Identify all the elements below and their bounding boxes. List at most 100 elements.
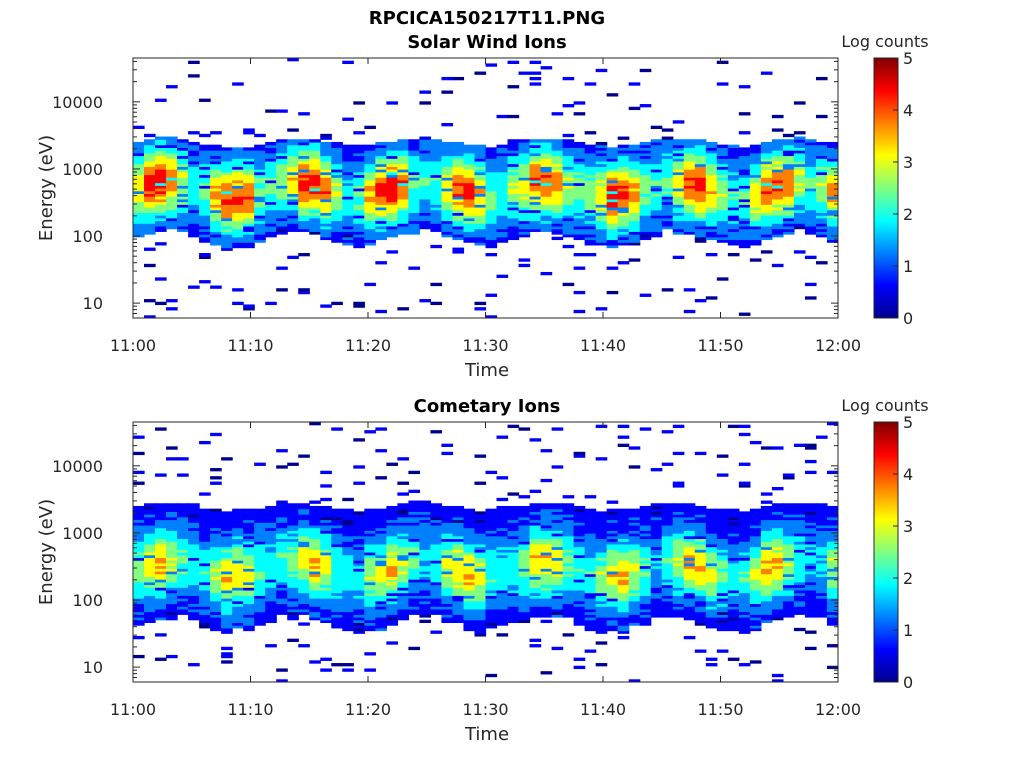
heat-cell: [254, 592, 266, 596]
heat-cell: [727, 217, 740, 222]
heat-cell: [265, 530, 277, 534]
heat-cell: [430, 147, 443, 151]
heat-cell: [375, 576, 387, 580]
heat-cell: [331, 522, 343, 526]
heat-cell: [188, 663, 200, 667]
heat-cell: [551, 223, 564, 227]
heat-cell: [353, 242, 365, 246]
heat-cell: [276, 185, 288, 189]
heat-cell: [595, 212, 608, 216]
heat-cell: [485, 524, 498, 529]
heat-cell: [573, 231, 586, 235]
heat-cell: [683, 611, 696, 615]
heat-cell: [584, 538, 597, 542]
heat-cell: [584, 82, 597, 86]
heat-cell: [683, 508, 696, 512]
heat-cell: [276, 166, 288, 170]
heat-cell: [166, 541, 178, 545]
heat-cell: [705, 538, 718, 542]
heat-cell: [672, 589, 685, 594]
heat-cell: [507, 223, 520, 227]
heat-cell: [265, 538, 277, 542]
heat-cell: [496, 497, 509, 502]
heat-cell: [320, 177, 332, 181]
heat-cell: [617, 242, 630, 246]
heat-cell: [375, 144, 387, 148]
heat-cell: [408, 541, 421, 545]
heat-cell: [650, 552, 663, 556]
heat-cell: [298, 212, 310, 216]
heat-cell: [683, 217, 696, 222]
heat-cell: [221, 589, 233, 594]
heat-cell: [243, 562, 255, 567]
heat-cell: [177, 179, 189, 184]
heat-cell: [375, 543, 387, 548]
heat-cell: [573, 576, 586, 580]
heat-cell: [529, 516, 542, 521]
heat-cell: [221, 160, 233, 165]
heat-cell: [419, 179, 432, 184]
heat-cell: [320, 514, 332, 518]
heat-cell: [188, 503, 200, 507]
heat-cell: [287, 188, 299, 192]
heat-cell: [804, 201, 817, 205]
heat-cell: [298, 543, 310, 548]
heat-cell: [397, 579, 409, 583]
heat-cell: [474, 614, 487, 618]
heat-cell: [628, 212, 641, 216]
heat-cell: [507, 511, 520, 515]
heat-cell: [507, 541, 520, 545]
heat-cell: [496, 516, 509, 521]
heat-cell: [188, 538, 200, 542]
heat-cell: [815, 155, 828, 159]
heat-cell: [430, 508, 443, 512]
heat-cell: [650, 527, 663, 531]
heat-cell: [738, 131, 751, 135]
heat-cell: [419, 101, 432, 105]
heat-cell: [496, 584, 509, 588]
heat-cell: [452, 171, 465, 176]
heat-cell: [496, 155, 509, 159]
heat-cell: [287, 220, 299, 224]
heat-cell: [188, 519, 200, 523]
heat-cell: [155, 603, 167, 607]
heat-cell: [529, 543, 542, 548]
heat-cell: [408, 470, 421, 475]
heat-cell: [540, 543, 553, 548]
heat-cell: [364, 242, 376, 246]
heat-cell: [705, 150, 718, 154]
heat-cell: [573, 608, 586, 613]
heat-cell: [551, 560, 564, 564]
heat-cell: [694, 185, 707, 189]
heat-cell: [826, 144, 838, 148]
heat-cell: [166, 193, 178, 197]
heat-cell: [463, 606, 476, 610]
heat-cell: [661, 163, 674, 167]
heat-cell: [463, 196, 476, 200]
heat-cell: [705, 565, 718, 569]
heat-cell: [661, 524, 674, 529]
heat-cell: [463, 514, 476, 518]
heat-cell: [584, 215, 597, 219]
heat-cell: [595, 541, 608, 545]
heat-cell: [265, 228, 277, 232]
heat-cell: [342, 234, 354, 238]
heat-cell: [463, 533, 476, 537]
heat-cell: [287, 163, 299, 167]
heat-cell: [650, 201, 663, 205]
heat-cell: [441, 511, 454, 515]
heat-cell: [144, 524, 156, 529]
heat-cell: [749, 236, 762, 241]
heat-cell: [375, 562, 387, 567]
heat-cell: [386, 163, 398, 167]
heat-cell: [529, 514, 542, 518]
heat-cell: [650, 234, 663, 238]
heat-cell: [606, 568, 619, 572]
heat-cell: [353, 617, 365, 621]
heat-cell: [397, 177, 409, 181]
heat-cell: [474, 150, 487, 154]
heat-cell: [705, 603, 718, 607]
heat-cell: [683, 522, 696, 526]
heat-cell: [815, 76, 828, 81]
heat-cell: [430, 519, 443, 523]
